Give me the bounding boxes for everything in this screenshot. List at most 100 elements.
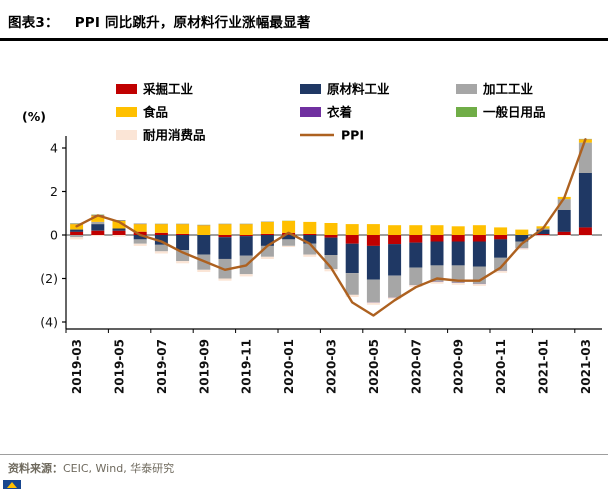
x-tick-label: 2020-07 [409,339,423,394]
bar-segment-durables [303,254,317,257]
bar-segment-mining [70,231,84,235]
legend-label-food: 食品 [142,105,168,120]
bar-segment-food [154,224,168,233]
source-label: 资料来源： [8,462,63,475]
bar-segment-processing [451,265,465,283]
bar-segment-mining [112,230,126,236]
bar-segment-food [430,225,444,235]
bar-segment-durables [536,235,550,237]
bar-segment-processing [133,239,147,244]
bar-segment-food [494,227,508,235]
y-tick-label: 0 [50,228,58,243]
bar-segment-raw-materials [91,224,105,231]
bar-segment-durables [133,243,147,246]
bar-segment-raw-materials [557,210,571,232]
bar-segment-mining [451,235,465,242]
bar-segment-mining [409,235,423,243]
bar-segment-processing [176,250,190,262]
bar-segment-mining [472,235,486,242]
legend-label-clothing: 衣着 [327,105,352,120]
bar-segment-durables [430,282,444,284]
bar-segment-raw-materials [430,241,444,266]
bar-segment-durables [239,274,253,277]
legend-label-processing: 加工工业 [482,82,534,97]
bar-segment-mining [91,230,105,236]
bar-segment-durables [91,235,105,237]
bar-segment-mining [303,233,317,235]
bar-segment-mining [388,235,402,245]
bar-segment-durables [366,302,380,305]
bar-segment-processing [430,265,444,282]
bar-segment-processing [578,142,592,173]
bar-segment-durables [282,245,296,247]
bar-segment-processing [282,239,296,246]
bar-segment-mining [536,233,550,235]
bar-segment-food [260,221,274,234]
legend-label-ppi: PPI [341,128,364,143]
legend-swatch-clothing [300,107,321,117]
x-tick-label: 2020-09 [452,339,466,394]
bar-segment-raw-materials [70,229,84,232]
figure-footer: 资料来源：CEIC, Wind, 华泰研究 [0,454,608,476]
bar-segment-durables [260,256,274,259]
y-tick-label: 2 [50,184,58,199]
bar-segment-processing [91,221,105,225]
bar-segment-food [366,224,380,235]
legend-swatch-processing [456,84,477,94]
bar-segment-mining [260,233,274,235]
bar-segment-durables [494,271,508,273]
bar-segment-raw-materials [133,235,147,240]
bar-segment-raw-materials [218,237,232,259]
bar-segment-raw-materials [536,229,550,234]
legend-swatch-daily-goods [456,107,477,117]
bar-segment-raw-materials [260,235,274,246]
legend-swatch-raw-materials [300,84,321,94]
bar-segment-processing [409,267,423,285]
bar-segment-durables [154,251,168,254]
bar-segment-food [218,224,232,235]
y-tick-label: 4 [50,141,58,156]
bar-segment-food [176,224,190,234]
bar-segment-mining [154,232,168,235]
legend-label-raw-materials: 原材料工业 [327,82,390,97]
legend-swatch-food [116,107,137,117]
x-tick-label: 2019-03 [70,339,84,394]
bar-segment-raw-materials [197,235,211,255]
bar-segment-food [345,224,359,235]
bar-segment-raw-materials [303,235,317,244]
bar-segment-durables [557,235,571,236]
bar-segment-mining [366,235,380,246]
bar-segment-food [91,215,105,222]
bar-segment-processing [154,244,168,252]
bar-segment-food [409,225,423,235]
bar-segment-processing [557,199,571,210]
bar-segment-raw-materials [451,241,465,266]
source-text: CEIC, Wind, 华泰研究 [63,462,175,475]
bar-segment-food [282,220,296,233]
bar-segment-raw-materials [578,173,592,228]
logo-arc-icon [7,482,17,488]
bar-segment-food [324,223,338,235]
y-tick-label: (2) [40,271,58,286]
x-tick-label: 2020-01 [282,339,296,394]
bar-segment-food [472,225,486,235]
bar-segment-raw-materials [472,241,486,267]
bar-segment-mining [494,235,508,240]
bar-segment-mining [345,235,359,244]
bar-segment-mining [176,233,190,235]
x-tick-label: 2020-05 [367,339,381,394]
bar-segment-food [303,221,317,234]
figure-header: 图表3： PPI 同比跳升，原材料行业涨幅最显著 [0,0,608,41]
x-tick-label: 2019-07 [155,339,169,394]
bar-segment-durables [388,297,402,300]
bar-segment-mining [324,235,338,238]
bar-segment-food [112,220,126,229]
bar-segment-mining [133,231,147,235]
figure-title: PPI 同比跳升，原材料行业涨幅最显著 [74,15,311,31]
bar-segment-processing [345,273,359,295]
bar-segment-raw-materials [345,243,359,274]
source-note: 资料来源：CEIC, Wind, 华泰研究 [0,460,608,476]
bar-segment-raw-materials [366,245,380,280]
bar-segment-durables [515,248,529,250]
